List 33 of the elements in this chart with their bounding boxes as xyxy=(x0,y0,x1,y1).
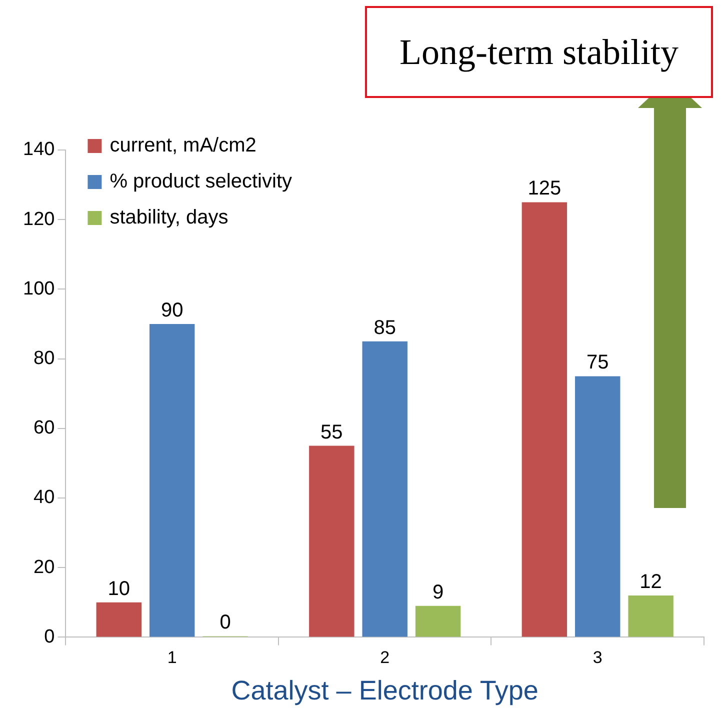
data-label: 75 xyxy=(586,352,609,374)
data-label: 12 xyxy=(640,570,662,593)
x-tick-label: 3 xyxy=(592,648,602,668)
bar xyxy=(522,202,568,637)
y-tick-label: 40 xyxy=(34,487,55,508)
legend-label: stability, days xyxy=(110,206,228,229)
data-label: 9 xyxy=(432,581,444,604)
data-label: 10 xyxy=(108,578,130,600)
x-axis-title: Catalyst – Electrode Type xyxy=(231,675,538,706)
bar xyxy=(628,595,674,637)
bar xyxy=(415,606,461,637)
data-label: 85 xyxy=(374,316,396,339)
x-tick-label: 2 xyxy=(380,648,390,668)
y-tick-label: 80 xyxy=(34,348,55,370)
y-tick-label: 0 xyxy=(44,626,55,648)
y-tick-label: 120 xyxy=(23,208,55,230)
text: Long-term stability xyxy=(365,6,713,98)
y-tick-label: 100 xyxy=(23,278,55,300)
legend-label: current, mA/cm2 xyxy=(110,134,256,157)
bar xyxy=(309,446,354,637)
y-tick-label: 140 xyxy=(23,139,55,160)
data-label: 125 xyxy=(528,178,562,200)
y-tick-label: 20 xyxy=(34,556,55,578)
data-label: 0 xyxy=(220,612,231,634)
data-label: 90 xyxy=(160,300,184,322)
y-tick-label: 60 xyxy=(34,418,55,439)
x-tick-label: 1 xyxy=(167,648,177,668)
legend-label: % product selectivity xyxy=(110,170,292,193)
bar xyxy=(149,324,195,637)
bar xyxy=(96,602,142,637)
bar xyxy=(362,341,408,637)
data-label: 55 xyxy=(320,421,343,444)
bar xyxy=(575,376,620,637)
